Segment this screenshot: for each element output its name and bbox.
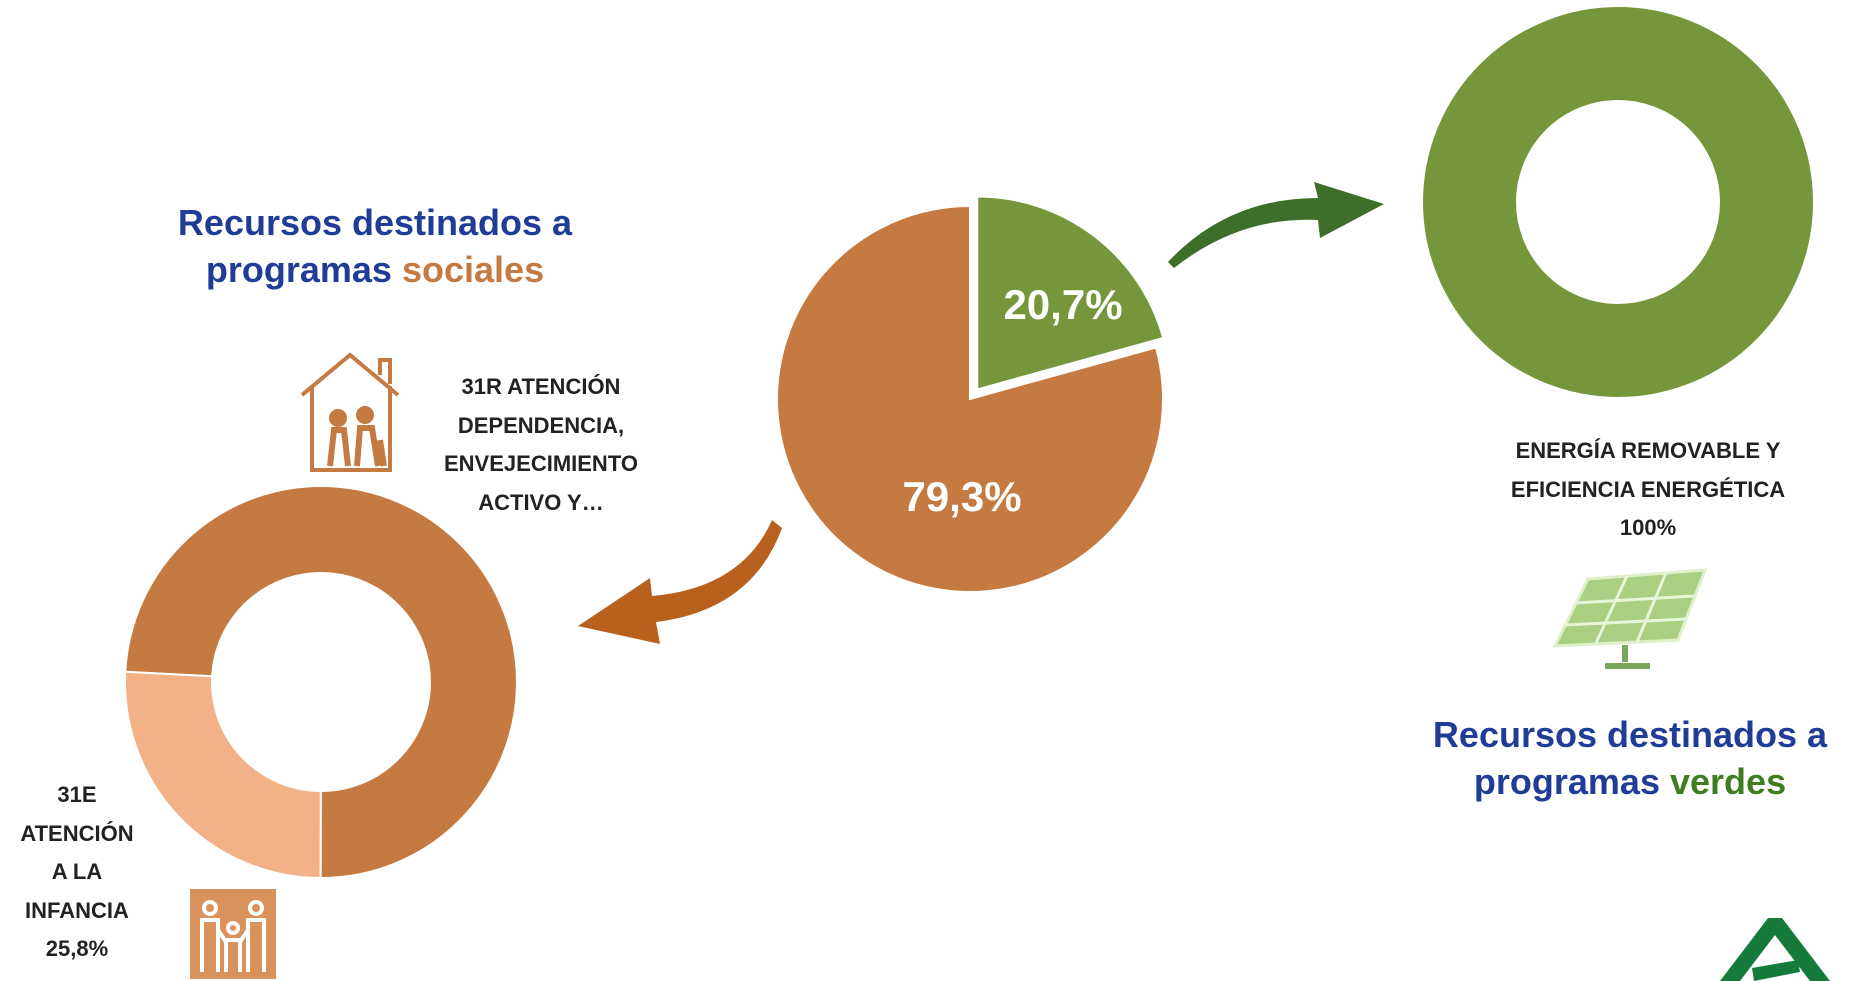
donut-segment (124, 670, 322, 880)
title-text: Recursos destinados a programas (1432, 714, 1828, 802)
category-label: 31R ATENCIÓN DEPENDENCIA, ENVEJECIMIENTO… (444, 374, 638, 515)
donut-segment (124, 485, 518, 880)
segment-label: 31R ATENCIÓN DEPENDENCIA, ENVEJECIMIENTO… (421, 368, 661, 522)
chart-title: Recursos destinados a programas verdes (1395, 712, 1858, 806)
arrow-green (1168, 182, 1384, 268)
category-label: 31E ATENCIÓN A LA INFANCIA (20, 782, 134, 923)
house-icon (300, 352, 400, 472)
slice-label: 79,3% (902, 473, 1022, 520)
donut-segment (1421, 4, 1815, 400)
title-text: Recursos destinados a programas (177, 202, 573, 290)
title-highlight: sociales (401, 248, 545, 290)
value-label: 25,8% (45, 936, 109, 961)
children-icon (190, 889, 276, 979)
category-label: ENERGÍA REMOVABLE Y EFICIENCIA ENERGÉTIC… (1510, 438, 1786, 502)
title-highlight: verdes (1670, 760, 1787, 802)
logo (1720, 918, 1830, 981)
slice-label: 20,7% (1003, 281, 1123, 328)
value-label: 100% (1619, 515, 1677, 540)
segment-label: ENERGÍA REMOVABLE Y EFICIENCIA ENERGÉTIC… (1458, 432, 1838, 548)
pie-slice (776, 204, 1164, 593)
pie-slice (976, 195, 1165, 391)
solar-panel-icon (1552, 568, 1708, 669)
segment-label: 31E ATENCIÓN A LA INFANCIA 25,8% (12, 776, 142, 969)
arrow-brown (578, 520, 782, 644)
chart-title: Recursos destinados a programas sociales (140, 200, 610, 294)
